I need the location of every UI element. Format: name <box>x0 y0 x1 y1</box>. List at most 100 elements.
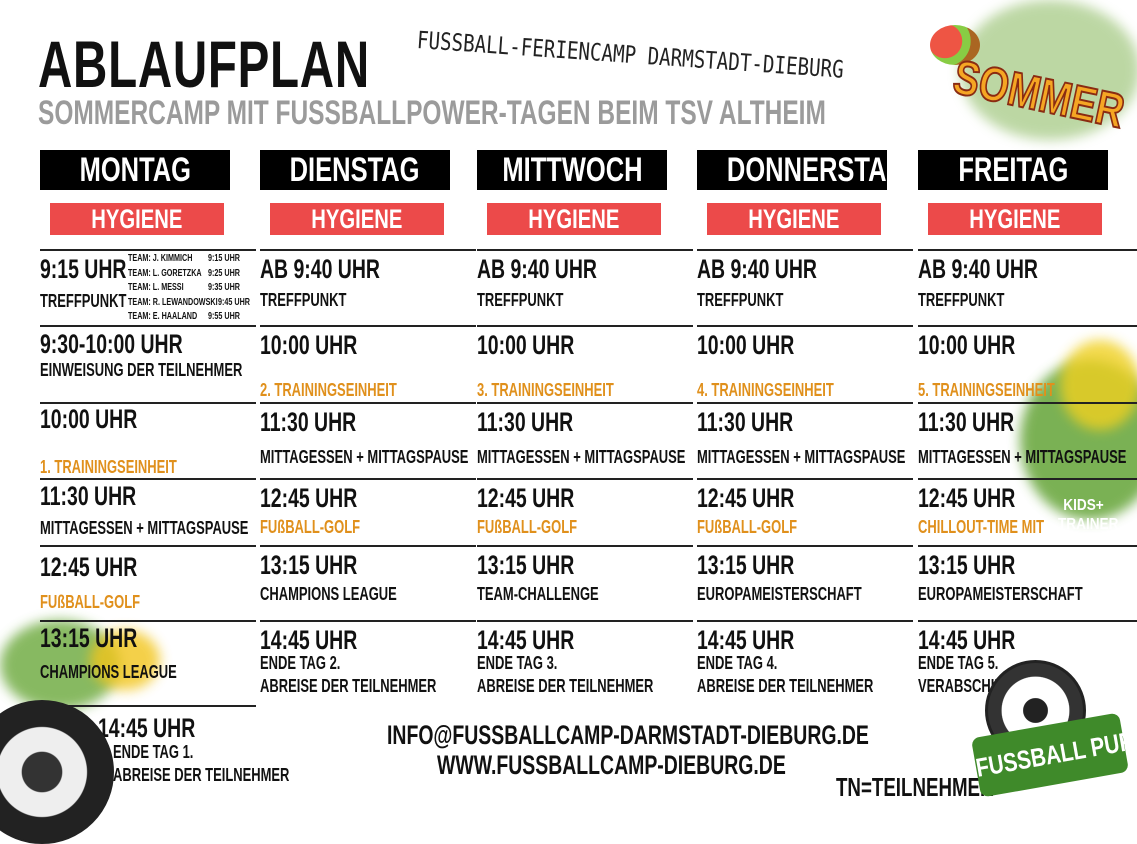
page-subtitle: SOMMERCAMP MIT FUSSBALLPOWER-TAGEN BEIM … <box>38 94 826 132</box>
day-header-montag: MONTAG <box>40 150 230 190</box>
row-divider <box>40 478 256 480</box>
page-title: ABLAUFPLAN <box>38 27 370 101</box>
entry-highlight: CHILLOUT-TIME MIT <box>918 517 1044 537</box>
entry-time: 13:15 UHR <box>477 550 575 580</box>
entry-text: MITTAGESSEN + MITTAGSPAUSE <box>260 447 469 467</box>
entry-highlight: FUßBALL-GOLF <box>260 517 361 537</box>
day-header-freitag: FREITAG <box>918 150 1108 190</box>
entry-text: ENDE TAG 5. <box>918 653 999 673</box>
hygiene-label: HYGIENE <box>707 203 881 235</box>
entry-highlight: 1. TRAININGSEINHEIT <box>40 457 177 477</box>
entry-text: MITTAGESSEN + MITTAGSPAUSE <box>918 447 1127 467</box>
entry-text: ENDE TAG 4. <box>697 653 778 673</box>
row-divider <box>477 478 693 480</box>
entry-time: 11:30 UHR <box>697 407 794 437</box>
row-divider <box>477 325 693 327</box>
entry-time: AB 9:40 UHR <box>477 254 597 284</box>
football-icon <box>0 700 114 844</box>
entry-time: 14:45 UHR <box>697 625 795 655</box>
entry-time: 11:30 UHR <box>477 407 574 437</box>
row-divider <box>477 545 693 547</box>
entry-text: MITTAGESSEN + MITTAGSPAUSE <box>477 447 686 467</box>
entry-highlight: 5. TRAININGSEINHEIT <box>918 380 1055 400</box>
sommer-logo: SOMMER <box>930 20 1130 140</box>
entry-time: AB 9:40 UHR <box>697 254 817 284</box>
row-divider <box>40 705 256 707</box>
row-divider <box>918 545 1137 547</box>
entry-time: 13:15 UHR <box>40 623 138 653</box>
legend-tn: TN=TEILNEHMER <box>836 772 994 802</box>
paint-splash <box>90 630 160 690</box>
paint-splash <box>1060 340 1137 430</box>
day-name: MITTWOCH <box>501 151 643 189</box>
contact-email[interactable]: INFO@FUSSBALLCAMP-DARMSTADT-DIEBURG.DE <box>387 720 869 750</box>
website-link[interactable]: WWW.FUSSBALLCAMP-DIEBURG.DE <box>437 750 786 780</box>
entry-time: 13:15 UHR <box>260 550 358 580</box>
row-divider <box>40 249 256 251</box>
entry-time: AB 9:40 UHR <box>260 254 380 284</box>
hygiene-label: HYGIENE <box>928 203 1102 235</box>
entry-time: 9:15 UHR <box>40 254 127 284</box>
team-time: 9:25 UHR <box>208 267 241 279</box>
entry-time: 12:45 UHR <box>40 552 138 582</box>
row-divider <box>697 402 913 404</box>
row-divider <box>477 402 693 404</box>
row-divider <box>260 545 476 547</box>
entry-time: 14:45 UHR <box>918 625 1016 655</box>
row-divider <box>697 620 913 622</box>
entry-text: MITTAGESSEN + MITTAGSPAUSE <box>40 518 249 538</box>
hygiene-text: HYGIENE <box>91 204 183 234</box>
row-divider <box>697 478 913 480</box>
camp-name-handwritten: FUSSBALL-FERIENCAMP DARMSTADT-DIEBURG <box>416 26 845 84</box>
entry-text: CHAMPIONS LEAGUE <box>260 584 397 604</box>
row-divider <box>918 478 1137 480</box>
team-name: TEAM: R. LEWANDOWSKI <box>128 296 218 308</box>
team-time: 9:45 UHR <box>218 296 251 308</box>
hygiene-label: HYGIENE <box>270 203 444 235</box>
entry-text: TREFFPUNKT <box>697 290 784 310</box>
row-divider <box>260 478 476 480</box>
entry-time: 11:30 UHR <box>918 407 1015 437</box>
entry-text: EUROPAMEISTERSCHAFT <box>697 584 862 604</box>
entry-highlight: 3. TRAININGSEINHEIT <box>477 380 614 400</box>
row-divider <box>697 325 913 327</box>
row-divider <box>477 620 693 622</box>
hygiene-label: HYGIENE <box>50 203 224 235</box>
row-divider <box>40 620 256 622</box>
entry-text: TREFFPUNKT <box>260 290 347 310</box>
paint-splash <box>960 0 1137 140</box>
team-time: 9:15 UHR <box>208 253 241 264</box>
hygiene-text: HYGIENE <box>748 204 840 234</box>
row-divider <box>477 249 693 251</box>
row-divider <box>260 249 476 251</box>
day-name: DONNERSTAG <box>726 151 887 189</box>
row-divider <box>260 402 476 404</box>
day-header-donnerstag: DONNERSTAG <box>697 150 887 190</box>
entry-time: 10:00 UHR <box>697 330 795 360</box>
hygiene-text: HYGIENE <box>528 204 620 234</box>
entry-text: ENDE TAG 3. <box>477 653 558 673</box>
entry-highlight: FUßBALL-GOLF <box>477 517 578 537</box>
entry-time: 11:30 UHR <box>40 481 137 511</box>
entry-time: 13:15 UHR <box>697 550 795 580</box>
entry-text: CHAMPIONS LEAGUE <box>40 662 177 682</box>
entry-time: 12:45 UHR <box>918 483 1016 513</box>
team-name: TEAM: L. MESSI <box>128 282 184 293</box>
row-divider <box>918 620 1137 622</box>
entry-time: 14:45 UHR <box>98 713 196 743</box>
row-divider <box>918 249 1137 251</box>
entry-text: TREFFPUNKT <box>918 290 1005 310</box>
row-divider <box>697 545 913 547</box>
row-divider <box>40 545 256 547</box>
row-divider <box>40 402 256 404</box>
team-name: TEAM: J. KIMMICH <box>128 253 193 264</box>
entry-time: 12:45 UHR <box>697 483 795 513</box>
day-name: DIENSTAG <box>290 151 420 189</box>
team-time: 9:35 UHR <box>208 282 241 293</box>
entry-highlight: FUßBALL-GOLF <box>697 517 798 537</box>
entry-time: 14:45 UHR <box>260 625 358 655</box>
entry-time: 14:45 UHR <box>477 625 575 655</box>
sommer-logo-text: SOMMER <box>948 50 1130 140</box>
entry-time: 10:00 UHR <box>40 404 138 434</box>
entry-time: 13:15 UHR <box>918 550 1016 580</box>
